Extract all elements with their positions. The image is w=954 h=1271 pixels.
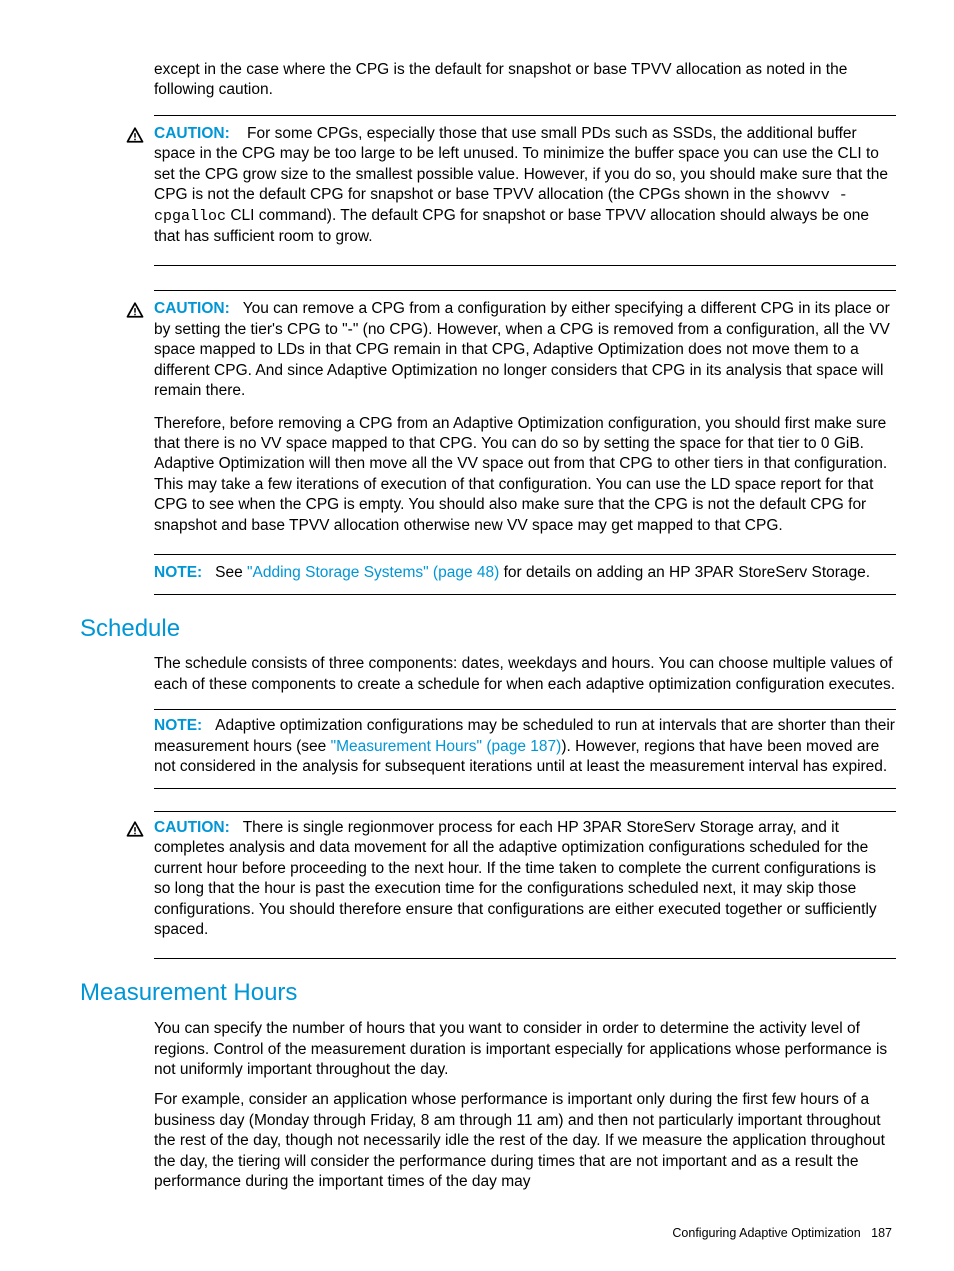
caution-block-2: CAUTION: You can remove a CPG from a con… [126,299,896,548]
footer-page-number: 187 [871,1226,892,1240]
note-1-post: for details on adding an HP 3PAR StoreSe… [499,564,870,581]
rule [154,709,896,710]
measurement-p1: You can specify the number of hours that… [154,1019,896,1080]
intro-paragraph: except in the case where the CPG is the … [154,60,896,101]
caution-1-post: CLI command). The default CPG for snapsh… [154,207,869,245]
schedule-intro: The schedule consists of three component… [154,654,896,695]
note-2-text: NOTE: Adaptive optimization configuratio… [154,716,896,777]
note-block-1: NOTE: See "Adding Storage Systems" (page… [154,563,896,583]
caution-label: CAUTION: [154,819,230,836]
measurement-hours-body: You can specify the number of hours that… [154,1019,896,1193]
warning-icon [126,124,154,259]
rule [154,788,896,789]
link-measurement-hours[interactable]: "Measurement Hours" (page 187) [331,738,562,755]
rule [154,958,896,959]
caution-block-3: CAUTION: There is single regionmover pro… [126,818,896,953]
caution-1-text: CAUTION: For some CPGs, especially those… [154,124,896,247]
rule [154,594,896,595]
note-block-2: NOTE: Adaptive optimization configuratio… [154,716,896,777]
schedule-intro-text: The schedule consists of three component… [154,654,896,695]
caution-2-p2: Therefore, before removing a CPG from an… [154,414,896,537]
note-label: NOTE: [154,564,202,581]
caution-2-p1-text: You can remove a CPG from a configuratio… [154,300,890,399]
intro-text: except in the case where the CPG is the … [154,60,896,101]
caution-3-body: There is single regionmover process for … [154,819,877,938]
note-1-text: NOTE: See "Adding Storage Systems" (page… [154,563,896,583]
caution-2-p1: CAUTION: You can remove a CPG from a con… [154,299,896,401]
note-1-pre: See [215,564,247,581]
heading-measurement-hours: Measurement Hours [80,977,896,1009]
rule [154,290,896,291]
warning-icon [126,818,154,953]
page-footer: Configuring Adaptive Optimization 187 [58,1225,896,1242]
caution-3-text: CAUTION: There is single regionmover pro… [154,818,896,941]
rule [154,115,896,116]
rule [154,811,896,812]
warning-icon [126,299,154,548]
rule [154,265,896,266]
caution-label: CAUTION: [154,300,230,317]
heading-schedule: Schedule [80,613,896,645]
link-adding-storage-systems[interactable]: "Adding Storage Systems" (page 48) [247,564,499,581]
rule [154,554,896,555]
caution-label: CAUTION: [154,125,230,142]
caution-block-1: CAUTION: For some CPGs, especially those… [126,124,896,259]
note-label: NOTE: [154,717,202,734]
footer-text: Configuring Adaptive Optimization [672,1226,860,1240]
measurement-p2: For example, consider an application who… [154,1090,896,1192]
